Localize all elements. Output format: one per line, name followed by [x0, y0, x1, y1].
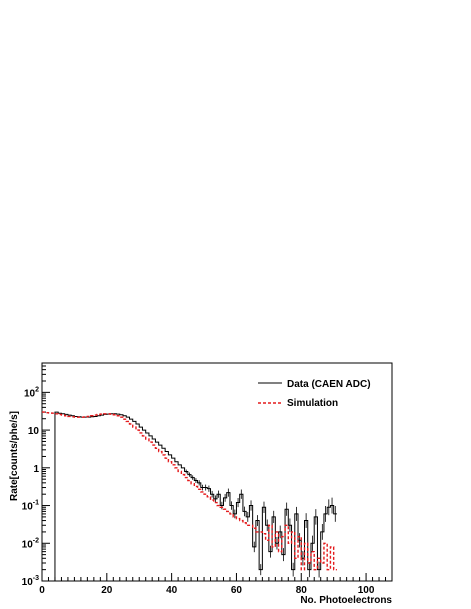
y-tick-label: 10-3: [22, 575, 39, 588]
plot-frame: [41, 362, 393, 582]
y-axis-title: Rate[counts/phe/s]: [9, 411, 20, 501]
x-tick-label: 20: [101, 585, 113, 596]
y-tick-label: 10: [28, 426, 40, 437]
series-line: [54, 411, 337, 581]
y-tick-label: 10-1: [22, 500, 39, 513]
y-tick-label: 1: [33, 464, 39, 475]
legend: Data (CAEN ADC) Simulation: [258, 379, 371, 409]
legend-label-data: Data (CAEN ADC): [287, 379, 371, 390]
series-simulation: [42, 411, 337, 571]
x-tick-label: 0: [39, 585, 45, 596]
x-tick-label: 100: [358, 585, 375, 596]
y-axis: 10-3 10-2 10-1 1 10 102: [22, 362, 50, 588]
x-axis: 0 20 40 60 80 100: [39, 573, 393, 596]
legend-label-simulation: Simulation: [287, 398, 338, 409]
x-axis-title: No. Photoelectrons: [300, 595, 392, 606]
series-data: [54, 411, 337, 581]
x-tick-label: 40: [166, 585, 178, 596]
series-layer: [42, 411, 337, 581]
y-tick-label: 10-2: [22, 537, 39, 550]
series-line: [42, 411, 337, 571]
x-tick-label: 60: [231, 585, 243, 596]
x-tick-label: 80: [296, 585, 308, 596]
plot-area: [41, 362, 393, 582]
y-tick-label: 102: [24, 386, 39, 399]
